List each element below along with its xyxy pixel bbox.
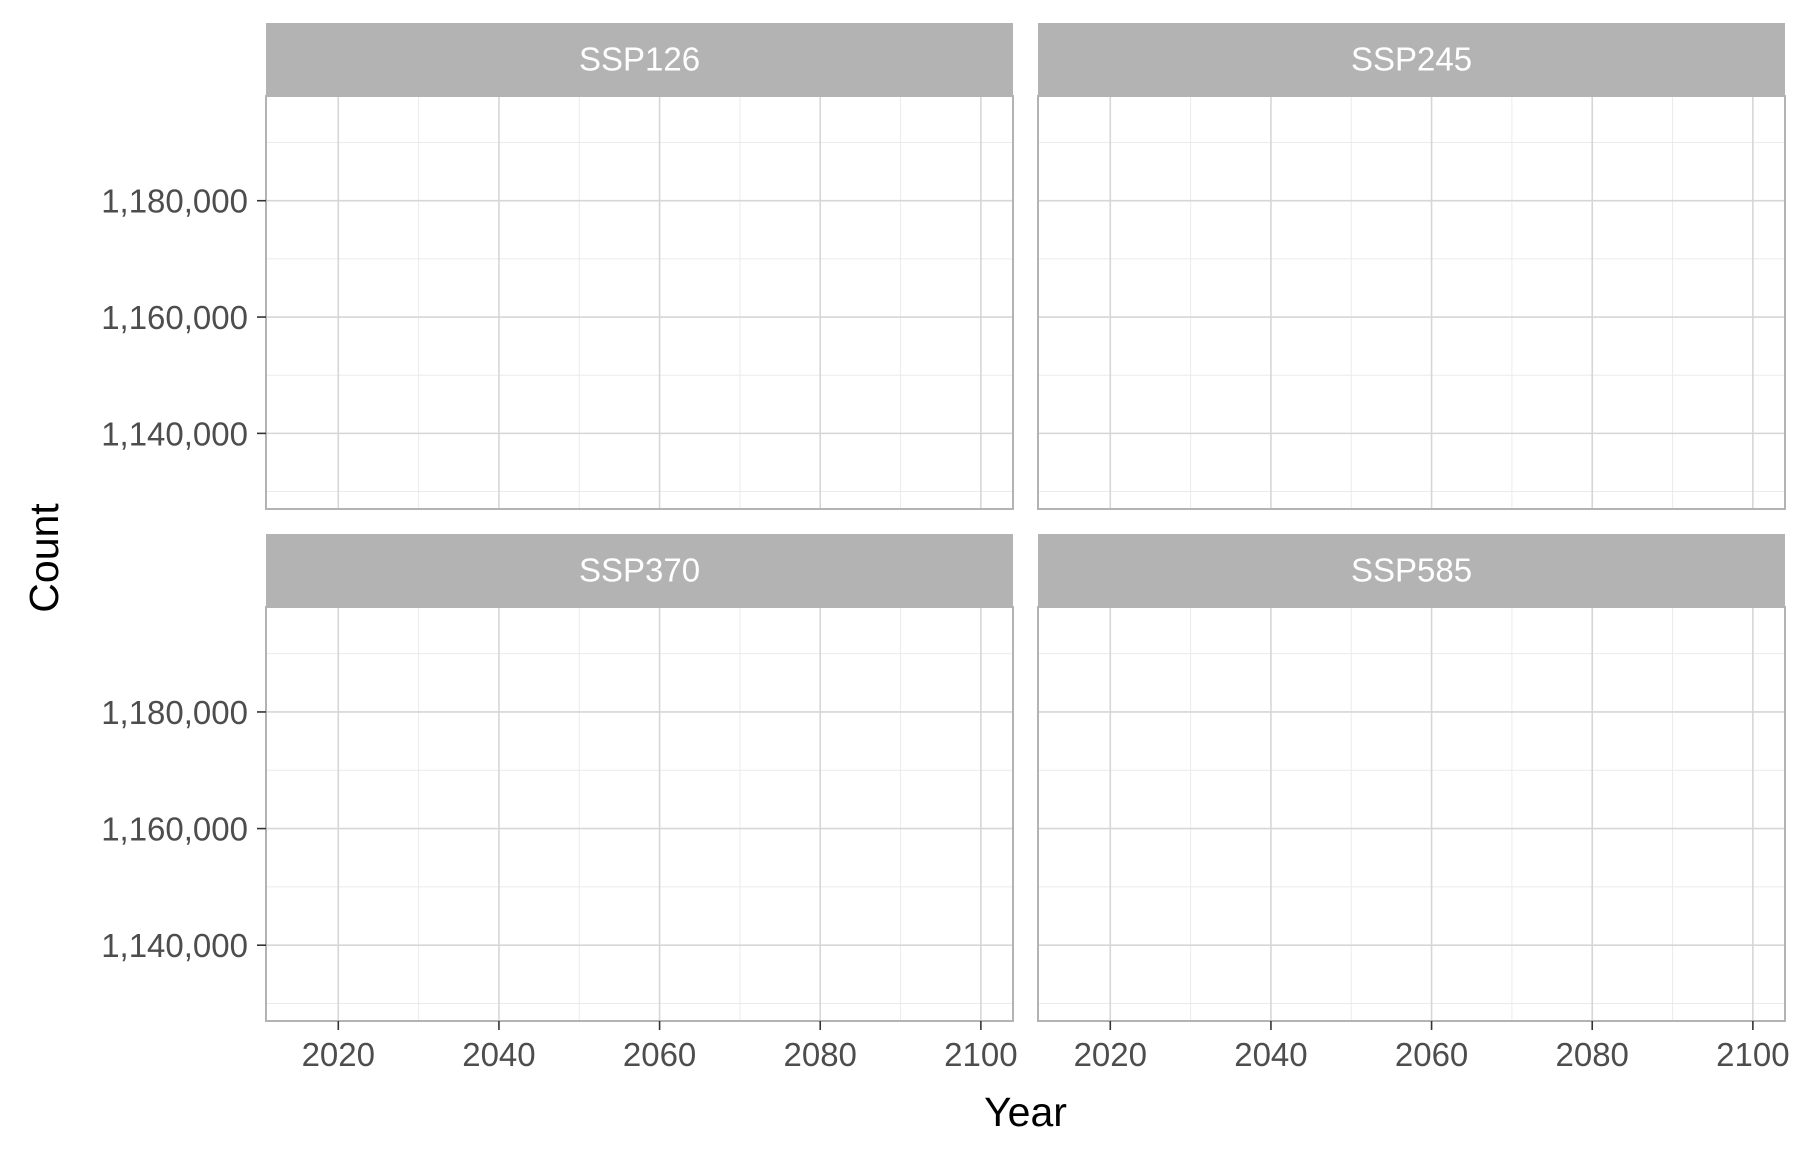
x-tick-label: 2100 [944, 1036, 1017, 1073]
x-tick-label: 2060 [1395, 1036, 1468, 1073]
x-tick-label: 2040 [462, 1036, 535, 1073]
y-tick-label: 1,140,000 [101, 415, 248, 452]
x-axis-title: Year [984, 1089, 1067, 1135]
x-tick-label: 2080 [1556, 1036, 1629, 1073]
facet-strip-ssp370 [266, 534, 1013, 607]
panel-border [265, 95, 1014, 510]
x-tick-label: 2020 [1074, 1036, 1147, 1073]
x-tick-label: 2060 [623, 1036, 696, 1073]
x-tick-label: 2100 [1716, 1036, 1789, 1073]
facet-strip-label: SSP126 [579, 41, 700, 78]
x-tick-label: 2040 [1234, 1036, 1307, 1073]
facet-strip-ssp126 [266, 23, 1013, 96]
y-tick-label: 1,160,000 [101, 811, 248, 848]
y-tick-label: 1,160,000 [101, 299, 248, 336]
facet-strip-label: SSP245 [1351, 41, 1472, 78]
facet-strip-ssp585 [1038, 534, 1785, 607]
facet-strip-ssp245 [1038, 23, 1785, 96]
y-tick-label: 1,180,000 [101, 183, 248, 220]
x-tick-label: 2080 [784, 1036, 857, 1073]
y-axis-title: Count [21, 503, 67, 613]
panel-border [1037, 606, 1786, 1022]
panel-border [265, 606, 1014, 1022]
y-tick-label: 1,140,000 [101, 927, 248, 964]
panel-border [1037, 95, 1786, 510]
x-tick-label: 2020 [302, 1036, 375, 1073]
facet-strip-label: SSP370 [579, 552, 700, 589]
y-tick-label: 1,180,000 [101, 694, 248, 731]
facet-strip-label: SSP585 [1351, 552, 1472, 589]
